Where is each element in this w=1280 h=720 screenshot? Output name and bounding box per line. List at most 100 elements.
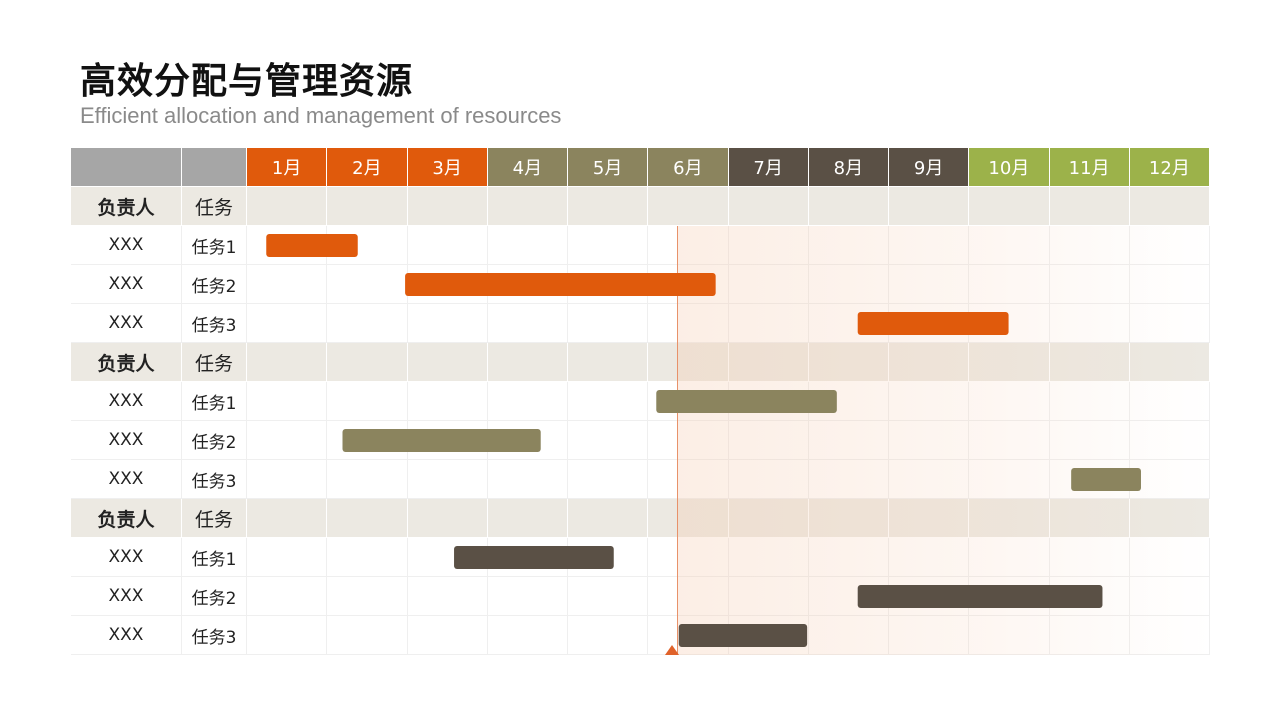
- task-row-cell: [728, 577, 809, 616]
- task-row-cell: [808, 421, 889, 460]
- task-row-cell: [247, 265, 328, 304]
- task-row-cell: [889, 577, 970, 616]
- task-name: 任务1: [182, 538, 247, 577]
- task-row-cell: [327, 382, 408, 421]
- task-row-cell: [648, 382, 729, 421]
- task-row-cell: [969, 577, 1050, 616]
- month-header-7: 7月: [728, 148, 809, 187]
- task-owner: XXX: [71, 421, 182, 460]
- month-header-10: 10月: [969, 148, 1050, 187]
- task-row-cell: [808, 616, 889, 655]
- task-row-cell: [648, 304, 729, 343]
- group-row-cell: [327, 187, 408, 226]
- task-row-cell: [327, 616, 408, 655]
- task-row-cell: [728, 538, 809, 577]
- group-row-cell: [969, 187, 1050, 226]
- month-header-6: 6月: [648, 148, 729, 187]
- task-row-cell: [648, 460, 729, 499]
- group-row-cell: [487, 499, 568, 538]
- month-header-12: 12月: [1129, 148, 1210, 187]
- group-row-cell: [969, 343, 1050, 382]
- group-row-cell: [728, 343, 809, 382]
- task-row-cell: [969, 226, 1050, 265]
- task-row-cell: [327, 304, 408, 343]
- task-row-cell: [728, 421, 809, 460]
- group-3-task-label: 任务: [182, 499, 247, 538]
- header-owner-column: [71, 148, 182, 187]
- group-1-owner-label: 负责人: [71, 187, 182, 226]
- task-row-cell: [407, 460, 488, 499]
- gantt-table: 1月 2月 3月 4月 5月 6月 7月 8月 9月 10月 11月 12月 负责人 任务 XXX 任务1 XX…: [71, 148, 1210, 655]
- task-row-cell: [568, 382, 649, 421]
- task-row-cell: [487, 577, 568, 616]
- group-row-cell: [407, 499, 488, 538]
- task-row-cell: [568, 265, 649, 304]
- task-row-cell: [808, 577, 889, 616]
- task-row-cell: [1049, 421, 1130, 460]
- task-name: 任务2: [182, 577, 247, 616]
- task-name: 任务3: [182, 460, 247, 499]
- task-row-cell: [407, 538, 488, 577]
- task-row-cell: [1129, 226, 1210, 265]
- group-row-cell: [889, 187, 970, 226]
- task-row-cell: [889, 616, 970, 655]
- task-row-cell: [327, 460, 408, 499]
- month-header-8: 8月: [808, 148, 889, 187]
- group-row-cell: [1129, 499, 1210, 538]
- task-owner: XXX: [71, 226, 182, 265]
- task-name: 任务2: [182, 421, 247, 460]
- task-row-cell: [247, 577, 328, 616]
- group-row-cell: [407, 187, 488, 226]
- group-2-task-label: 任务: [182, 343, 247, 382]
- task-owner: XXX: [71, 304, 182, 343]
- group-row-cell: [487, 343, 568, 382]
- group-row-cell: [648, 187, 729, 226]
- task-row-cell: [969, 382, 1050, 421]
- task-row-cell: [1049, 616, 1130, 655]
- group-row-cell: [808, 343, 889, 382]
- task-row-cell: [568, 538, 649, 577]
- task-row-cell: [889, 265, 970, 304]
- task-row-cell: [327, 421, 408, 460]
- task-row-cell: [648, 616, 729, 655]
- task-row-cell: [407, 265, 488, 304]
- task-row-cell: [568, 460, 649, 499]
- task-row-cell: [648, 421, 729, 460]
- task-row-cell: [568, 577, 649, 616]
- task-owner: XXX: [71, 538, 182, 577]
- group-row-cell: [247, 343, 328, 382]
- task-row-cell: [1049, 577, 1130, 616]
- task-row-cell: [728, 382, 809, 421]
- task-row-cell: [969, 460, 1050, 499]
- task-owner: XXX: [71, 577, 182, 616]
- group-row-cell: [327, 499, 408, 538]
- task-owner: XXX: [71, 265, 182, 304]
- task-row-cell: [889, 226, 970, 265]
- task-row-cell: [487, 304, 568, 343]
- group-row-cell: [1049, 499, 1130, 538]
- group-row-cell: [568, 499, 649, 538]
- task-row-cell: [327, 265, 408, 304]
- group-row-cell: [487, 187, 568, 226]
- task-row-cell: [969, 538, 1050, 577]
- task-row-cell: [1129, 382, 1210, 421]
- task-row-cell: [568, 421, 649, 460]
- task-row-cell: [487, 421, 568, 460]
- month-header-3: 3月: [407, 148, 488, 187]
- group-row-cell: [327, 343, 408, 382]
- task-row-cell: [487, 382, 568, 421]
- task-row-cell: [247, 226, 328, 265]
- task-row-cell: [889, 421, 970, 460]
- group-row-cell: [648, 499, 729, 538]
- group-row-cell: [247, 499, 328, 538]
- task-row-cell: [1129, 460, 1210, 499]
- group-row-cell: [808, 499, 889, 538]
- task-row-cell: [1049, 460, 1130, 499]
- group-row-cell: [247, 187, 328, 226]
- task-row-cell: [247, 421, 328, 460]
- task-row-cell: [487, 538, 568, 577]
- header-task-column: [182, 148, 247, 187]
- task-row-cell: [728, 616, 809, 655]
- task-row-cell: [487, 265, 568, 304]
- task-row-cell: [407, 382, 488, 421]
